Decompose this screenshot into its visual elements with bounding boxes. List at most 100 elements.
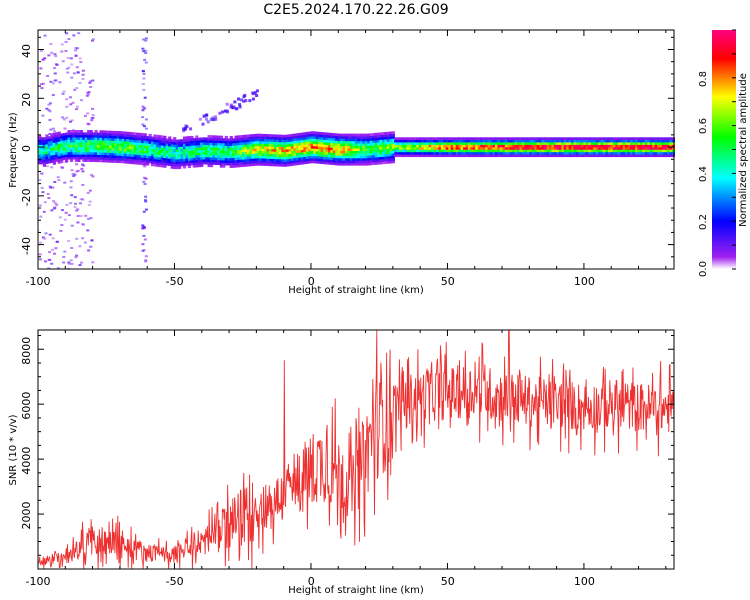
heatmap-cell: [42, 159, 47, 162]
heatmap-cell: [514, 139, 518, 143]
heatmap-cell: [536, 137, 540, 140]
heatmap-cell: [141, 249, 145, 252]
heatmap-cell: [123, 138, 128, 142]
heatmap-cell: [534, 154, 538, 158]
heatmap-cell: [332, 138, 336, 141]
heatmap-cell: [593, 144, 597, 148]
heatmap-cell: [111, 135, 115, 139]
heatmap-cell: [42, 151, 47, 155]
heatmap-cell: [639, 137, 644, 140]
heatmap-cell: [595, 149, 599, 153]
heatmap-cell: [69, 180, 73, 183]
heatmap-cell: [212, 140, 216, 143]
heatmap-cell: [160, 142, 165, 146]
heatmap-cell: [142, 210, 146, 213]
heatmap-cell: [497, 147, 501, 150]
heatmap-cell: [62, 142, 66, 146]
heatmap-cell: [53, 67, 57, 70]
heatmap-cell: [47, 136, 52, 140]
heatmap-cell: [561, 144, 565, 148]
heatmap-cell: [558, 137, 563, 140]
heatmap-cell: [142, 50, 146, 53]
heatmap-cell: [253, 91, 257, 95]
heatmap-cell: [57, 134, 61, 137]
heatmap-cell: [141, 105, 145, 108]
heatmap-cell: [632, 151, 636, 155]
heatmap-cell: [45, 134, 49, 138]
heatmap-cell: [89, 139, 93, 143]
heatmap-cell: [114, 145, 118, 149]
heatmap-cell: [41, 191, 45, 194]
heatmap-cell: [75, 108, 79, 111]
heatmap-cell: [89, 154, 93, 158]
heatmap-cell: [634, 142, 639, 145]
heatmap-cell: [69, 137, 74, 140]
heatmap-cell: [276, 163, 280, 167]
heatmap-cell: [57, 151, 61, 154]
heatmap-cell: [583, 137, 587, 140]
heatmap-cell: [283, 151, 287, 155]
heatmap-cell: [142, 180, 146, 183]
heatmap-cell: [580, 142, 585, 145]
heatmap-cell: [114, 143, 118, 146]
heatmap-cell: [561, 147, 565, 150]
heatmap-cell: [460, 142, 464, 145]
heatmap-cell: [160, 162, 165, 165]
heatmap-cell: [87, 147, 91, 150]
heatmap-cell: [70, 262, 74, 265]
heatmap-cell: [418, 144, 422, 148]
heatmap-cell: [96, 132, 101, 136]
heatmap-cell: [359, 153, 364, 156]
heatmap-cell: [81, 223, 85, 226]
heatmap-cell: [155, 154, 160, 158]
heatmap-cell: [322, 142, 327, 145]
heatmap-cell: [362, 138, 366, 142]
heatmap-cell: [637, 151, 641, 155]
heatmap-cell: [408, 147, 413, 150]
heatmap-cell: [536, 147, 540, 150]
heatmap-cell: [236, 140, 241, 143]
heatmap-cell: [60, 153, 64, 156]
heatmap-cell: [327, 161, 332, 165]
heatmap-cell: [128, 132, 133, 135]
heatmap-cell: [278, 163, 282, 167]
heatmap-cell: [318, 153, 322, 157]
heatmap-cell: [236, 150, 241, 153]
heatmap-cell: [261, 133, 265, 137]
heatmap-cell: [580, 147, 585, 150]
heatmap-cell: [273, 136, 278, 140]
heatmap-cell: [131, 141, 135, 145]
heatmap-cell: [116, 143, 120, 146]
heatmap-cell: [242, 99, 246, 103]
heatmap-cell: [671, 154, 676, 158]
heatmap-cell: [637, 137, 641, 140]
heatmap-cell: [52, 137, 56, 141]
heatmap-cell: [551, 151, 555, 155]
heatmap-cell: [251, 97, 255, 101]
heatmap-cell: [192, 138, 196, 141]
heatmap-cell: [47, 141, 52, 144]
heatmap-cell: [190, 162, 194, 166]
heatmap-cell: [448, 144, 452, 148]
heatmap-cell: [632, 139, 636, 143]
heatmap-cell: [472, 151, 477, 155]
heatmap-cell: [556, 147, 560, 150]
heatmap-cell: [622, 147, 626, 150]
heatmap-cell: [639, 154, 644, 158]
heatmap-cell: [391, 153, 395, 156]
heatmap-cell: [141, 159, 145, 163]
heatmap-cell: [639, 144, 644, 148]
heatmap-cell: [345, 145, 349, 149]
heatmap-cell: [364, 160, 368, 164]
heatmap-cell: [463, 149, 467, 153]
heatmap-cell: [472, 147, 477, 150]
heatmap-cell: [57, 156, 61, 159]
heatmap-cell: [347, 160, 351, 164]
heatmap-cell: [580, 139, 585, 143]
heatmap-cell: [55, 149, 59, 152]
heatmap-cell: [69, 159, 74, 162]
heatmap-cell: [276, 151, 280, 155]
heatmap-cell: [298, 135, 302, 139]
heatmap-cell: [445, 154, 450, 158]
heatmap-cell: [229, 162, 233, 166]
